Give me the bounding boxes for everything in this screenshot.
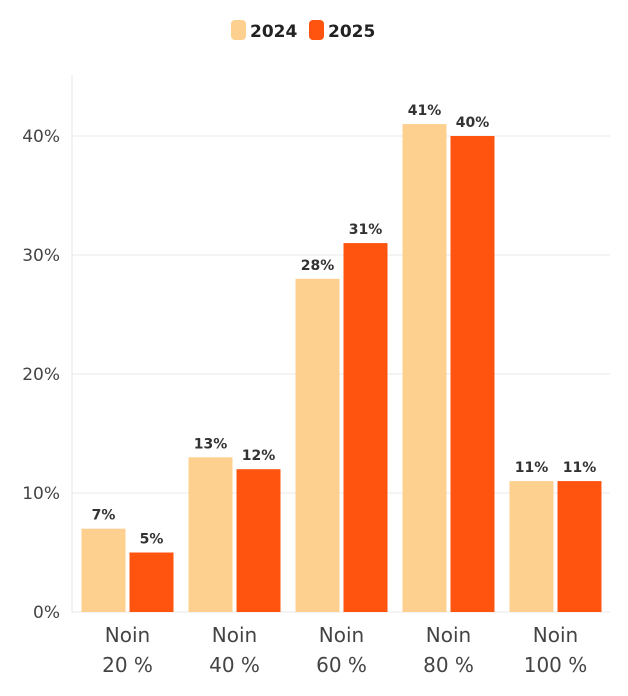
data-label: 41% (408, 103, 442, 119)
data-label: 31% (349, 222, 383, 238)
legend-swatch-2025 (309, 20, 324, 40)
bar-2024-2 (295, 278, 340, 612)
x-tick-label: Noin (105, 623, 150, 647)
data-label: 12% (242, 448, 276, 464)
legend-label-2025: 2025 (328, 22, 375, 42)
y-axis-tick-labels: 0% 10% 20% 30% 40% (22, 127, 60, 623)
bar-2025-1 (236, 469, 281, 612)
bar-2025-3 (450, 136, 495, 612)
x-tick-label: Noin (212, 623, 257, 647)
x-tick-label: 40 % (209, 653, 260, 677)
y-tick-label: 20% (22, 365, 60, 385)
x-axis-tick-labels: Noin 20 % Noin 40 % Noin 60 % Noin 80 % Noin 100 … (102, 623, 587, 677)
bar-2024-0 (81, 528, 126, 612)
data-label: 11% (563, 460, 597, 476)
x-tick-label: 60 % (316, 653, 367, 677)
bar-2024-4 (509, 481, 554, 612)
x-tick-label: 100 % (524, 653, 588, 677)
bar-2025-2 (343, 243, 388, 612)
legend-swatch-2024 (231, 20, 246, 40)
x-tick-label: Noin (426, 623, 471, 647)
y-tick-label: 0% (33, 603, 60, 623)
data-label: 5% (140, 532, 164, 548)
bar-2025-0 (129, 552, 174, 612)
x-tick-label: 20 % (102, 653, 153, 677)
bars (81, 124, 602, 612)
data-labels: 7% 5% 13% 12% 28% 31% 41% 40% 11% 11% (92, 103, 597, 547)
bar-2025-4 (557, 481, 602, 612)
y-tick-label: 40% (22, 127, 60, 147)
x-tick-label: 80 % (423, 653, 474, 677)
legend: 2024 2025 (231, 20, 375, 42)
data-label: 7% (92, 508, 116, 524)
x-tick-label: Noin (533, 623, 578, 647)
y-tick-label: 30% (22, 246, 60, 266)
y-tick-label: 10% (22, 484, 60, 504)
data-label: 40% (456, 115, 490, 131)
bar-2024-1 (188, 457, 233, 612)
data-label: 28% (301, 258, 335, 274)
bar-2024-3 (402, 124, 447, 612)
legend-label-2024: 2024 (250, 22, 297, 42)
data-label: 13% (194, 436, 228, 452)
x-tick-label: Noin (319, 623, 364, 647)
data-label: 11% (515, 460, 549, 476)
